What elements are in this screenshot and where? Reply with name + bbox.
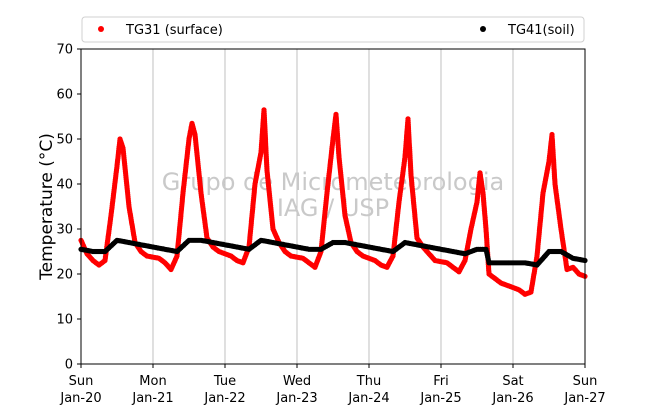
x-tick-label-date: Jan-21	[131, 391, 173, 406]
y-tick-label: 40	[56, 178, 73, 193]
x-tick-label-day: Sat	[502, 374, 523, 389]
watermark-line-1: Grupo de Micrometeorologia	[162, 168, 504, 196]
x-tick-label-date: Jan-27	[563, 391, 605, 406]
x-tick-label-date: Jan-22	[203, 391, 245, 406]
y-axis: 0 10 20 30 40 50 60 70	[56, 43, 81, 373]
legend-frame	[81, 16, 585, 43]
x-tick-label-day: Wed	[283, 374, 311, 389]
x-tick-label-date: Jan-20	[59, 391, 101, 406]
x-tick-label-day: Thu	[356, 374, 381, 389]
legend: TG31 (surface) TG41(soil)	[81, 16, 585, 43]
legend-marker-soil	[480, 26, 486, 32]
x-tick-label-date: Jan-23	[275, 391, 317, 406]
legend-label-surface: TG31 (surface)	[125, 23, 223, 38]
y-axis-title: Temperature (°C)	[37, 133, 57, 281]
x-tick-label-day: Sun	[69, 374, 94, 389]
series-layer	[78, 107, 588, 297]
y-tick-label: 0	[65, 358, 73, 373]
y-tick-label: 50	[56, 133, 73, 148]
x-tick-label-day: Tue	[213, 374, 236, 389]
x-tick-label-date: Jan-24	[347, 391, 389, 406]
y-tick-label: 60	[56, 88, 73, 103]
x-tick-label-day: Fri	[433, 374, 449, 389]
watermark-line-2: IAG / USP	[277, 194, 389, 222]
watermark: Grupo de Micrometeorologia IAG / USP	[162, 168, 504, 222]
y-tick-label: 70	[56, 43, 73, 58]
x-tick-label-day: Mon	[139, 374, 166, 389]
x-tick-label-date: Jan-25	[419, 391, 461, 406]
x-tick-label-date: Jan-26	[491, 391, 533, 406]
y-tick-label: 20	[56, 268, 73, 283]
series-soil	[78, 237, 588, 268]
legend-label-soil: TG41(soil)	[507, 23, 575, 38]
x-tick-label-day: Sun	[573, 374, 598, 389]
y-tick-label: 10	[56, 313, 73, 328]
x-gridlines	[152, 49, 514, 364]
x-axis: Sun Jan-20 Mon Jan-21 Tue Jan-22 Wed Jan-23 Thu J…	[59, 364, 606, 406]
y-tick-label: 30	[56, 223, 73, 238]
plot-frame	[80, 48, 586, 365]
series-surface	[78, 107, 588, 297]
legend-marker-surface	[98, 26, 104, 32]
